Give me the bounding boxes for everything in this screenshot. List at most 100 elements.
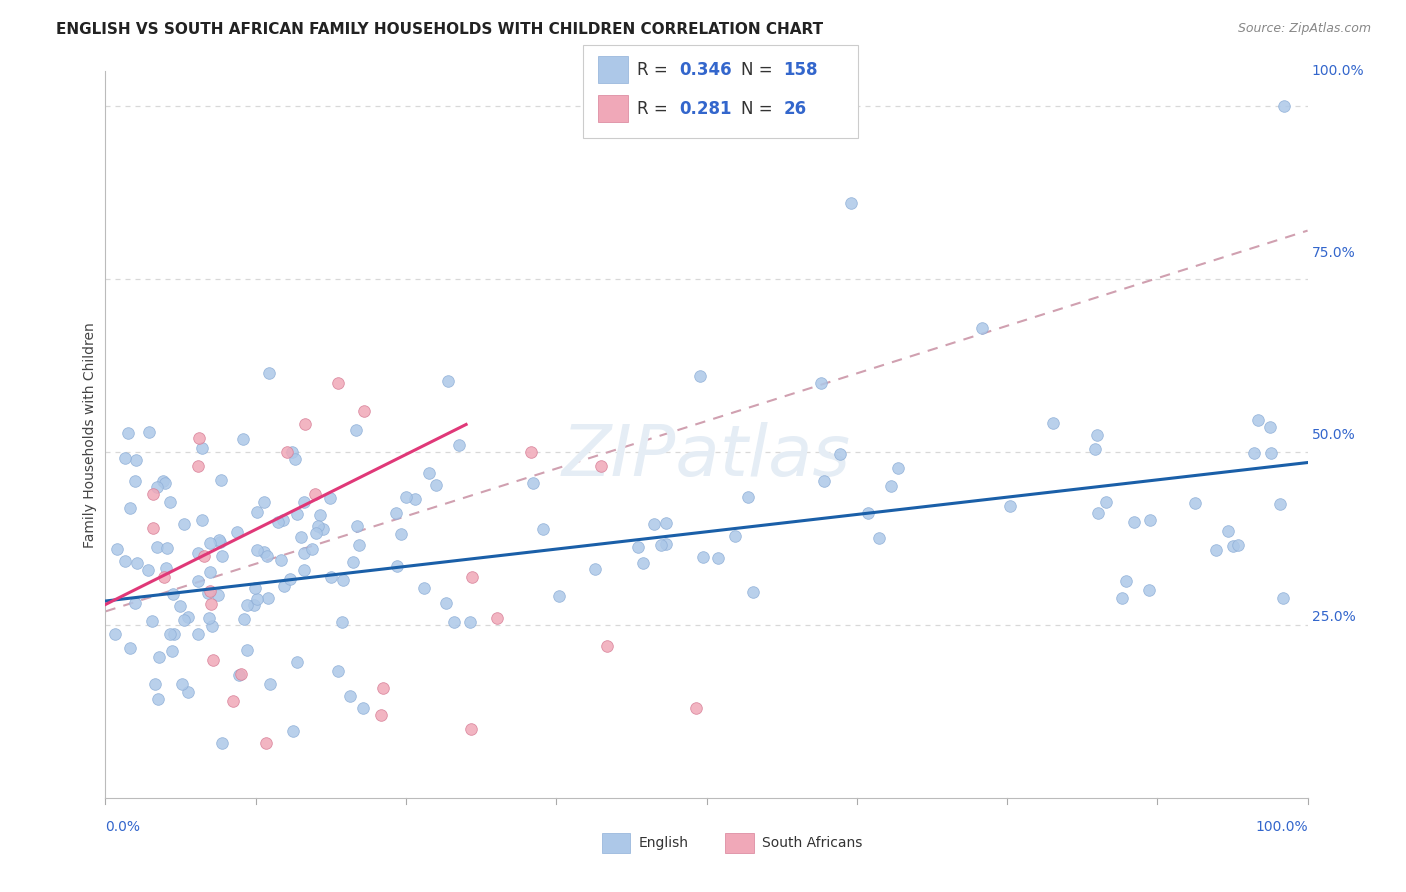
Point — [868, 531, 890, 545]
Point — [201, 618, 224, 632]
Point — [591, 458, 613, 473]
Point — [1042, 417, 1064, 431]
Point — [311, 522, 333, 536]
Point — [202, 653, 225, 667]
Text: R =: R = — [637, 100, 673, 118]
Point — [243, 581, 266, 595]
Point — [707, 550, 730, 565]
Point — [160, 643, 183, 657]
Point — [301, 542, 323, 557]
Point — [447, 438, 470, 452]
Text: 26: 26 — [783, 100, 806, 118]
Point — [125, 452, 148, 467]
Point — [328, 376, 350, 390]
Text: 100.0%: 100.0% — [1256, 821, 1308, 834]
Point — [211, 549, 233, 563]
Point — [276, 445, 298, 459]
Text: 100.0%: 100.0% — [1312, 64, 1364, 78]
Point — [650, 538, 672, 552]
Point — [972, 321, 994, 335]
Text: 50.0%: 50.0% — [1312, 428, 1355, 442]
Point — [856, 506, 879, 520]
Point — [522, 475, 544, 490]
Point — [434, 596, 457, 610]
Point — [1226, 538, 1249, 552]
Point — [1122, 516, 1144, 530]
Point — [627, 541, 650, 555]
Point — [232, 612, 254, 626]
Point — [1258, 420, 1281, 434]
Point — [254, 736, 277, 750]
Point — [810, 376, 832, 390]
Point — [281, 445, 304, 459]
Point — [412, 581, 434, 595]
Point — [270, 552, 292, 566]
Point — [290, 530, 312, 544]
Point — [294, 417, 316, 432]
Point — [879, 478, 901, 492]
Point — [389, 526, 412, 541]
Point — [197, 586, 219, 600]
Point — [1272, 591, 1295, 606]
Point — [1270, 497, 1292, 511]
Point — [152, 474, 174, 488]
Point — [404, 491, 426, 506]
Point — [198, 583, 221, 598]
Point — [207, 588, 229, 602]
Point — [211, 736, 233, 750]
Point — [1111, 591, 1133, 605]
Point — [152, 570, 174, 584]
Point — [246, 591, 269, 606]
Point — [187, 546, 209, 560]
Point — [742, 585, 765, 599]
Point — [117, 425, 139, 440]
Point — [370, 708, 392, 723]
Point — [118, 640, 141, 655]
Point — [198, 565, 221, 579]
Point — [330, 615, 353, 629]
Point — [813, 474, 835, 488]
Point — [209, 473, 232, 487]
Point — [236, 598, 259, 612]
Point — [105, 541, 128, 556]
Point — [198, 611, 221, 625]
Point — [104, 627, 127, 641]
Point — [228, 668, 250, 682]
Point — [1205, 543, 1227, 558]
Text: Source: ZipAtlas.com: Source: ZipAtlas.com — [1237, 22, 1371, 36]
Point — [631, 556, 654, 570]
Point — [373, 681, 395, 695]
Point — [209, 534, 232, 549]
Point — [347, 538, 370, 552]
Y-axis label: Family Households with Children: Family Households with Children — [83, 322, 97, 548]
Point — [304, 486, 326, 500]
Point — [148, 650, 170, 665]
Point — [342, 555, 364, 569]
Point — [654, 537, 676, 551]
Point — [319, 570, 342, 584]
Point — [307, 519, 329, 533]
Text: 0.346: 0.346 — [679, 61, 731, 78]
Point — [159, 627, 181, 641]
Point — [1087, 507, 1109, 521]
Text: N =: N = — [741, 100, 778, 118]
Point — [1218, 524, 1240, 538]
Point — [1115, 574, 1137, 588]
Point — [124, 474, 146, 488]
Point — [519, 445, 541, 459]
Point — [583, 561, 606, 575]
Point — [292, 495, 315, 509]
Point — [177, 684, 200, 698]
Point — [998, 499, 1021, 513]
Point — [114, 554, 136, 568]
Point — [191, 513, 214, 527]
Point — [188, 431, 211, 445]
Point — [443, 615, 465, 629]
Point — [309, 508, 332, 522]
Point — [328, 664, 350, 678]
Point — [138, 425, 160, 439]
Point — [1243, 446, 1265, 460]
Point — [458, 615, 481, 630]
Point — [118, 501, 141, 516]
Point — [155, 561, 177, 575]
